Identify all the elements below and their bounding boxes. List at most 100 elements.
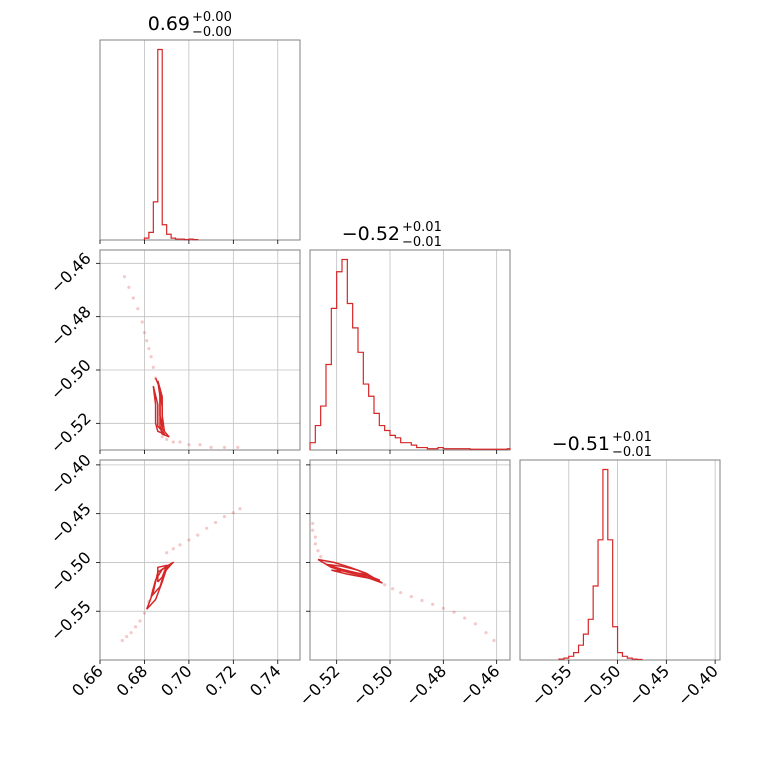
y-tick-label: −0.40 [47, 450, 95, 498]
y-tick-label: −0.45 [47, 499, 95, 547]
x-tick-label: 0.72 [202, 661, 241, 700]
x-tick-label: −0.45 [625, 661, 673, 709]
sample-point [171, 440, 175, 444]
sample-point [171, 547, 175, 551]
sample-point [431, 602, 435, 606]
y-tick-label: −0.48 [47, 302, 95, 350]
x-tick-label: 0.66 [68, 661, 107, 700]
sample-point [222, 514, 227, 519]
sample-point [311, 528, 315, 532]
param-title-plus: +0.01 [612, 430, 652, 445]
sample-point [133, 625, 138, 629]
contour-line [331, 569, 381, 581]
y-tick-label: −0.46 [47, 249, 95, 297]
sample-point [178, 440, 182, 444]
panel-frame [99, 249, 301, 451]
histogram-step [309, 258, 511, 450]
panel-frame [99, 459, 301, 661]
sample-point [120, 638, 124, 643]
sample-point [149, 355, 153, 359]
sample-point [187, 443, 191, 447]
y-tick-label: −0.50 [47, 355, 95, 403]
histogram-panel-1: −0.52 +0.01−0.01 [309, 220, 511, 454]
sample-point [391, 587, 395, 591]
sample-point [311, 521, 315, 526]
param-title-value: −0.52 [342, 223, 400, 245]
sample-point [129, 631, 133, 635]
x-tick-label: −0.48 [402, 661, 450, 709]
panel-frame [99, 39, 301, 241]
panel-frame [309, 459, 511, 661]
y-tick-label: −0.50 [47, 548, 95, 596]
x-tick-label: −0.55 [528, 661, 576, 709]
histogram-step [143, 48, 199, 241]
param-title-plus: +0.01 [402, 220, 442, 235]
x-tick-label: 0.74 [246, 661, 285, 700]
param-title-value: 0.69 [148, 13, 190, 35]
sample-point [147, 347, 151, 351]
param-title-minus: −0.01 [402, 235, 442, 250]
sample-point [231, 511, 235, 515]
param-title-plus: +0.00 [192, 10, 232, 25]
sample-point [319, 554, 323, 559]
sample-point [313, 542, 317, 546]
sample-point [316, 549, 320, 553]
panel-frame [519, 459, 721, 661]
sample-point [420, 598, 424, 603]
sample-point [131, 296, 135, 300]
sample-point [492, 638, 496, 643]
sample-point [236, 445, 240, 449]
histogram-step [558, 468, 643, 661]
sample-point [484, 631, 488, 635]
sample-point [140, 320, 144, 324]
panel-frame [309, 249, 511, 451]
x-tick-label: −0.52 [295, 661, 343, 709]
sample-point [213, 520, 218, 525]
sample-point [151, 365, 155, 369]
sample-point [205, 526, 209, 530]
sample-point [122, 275, 127, 279]
sample-point [222, 445, 227, 449]
contour-line [157, 564, 168, 583]
scatter-panel-1-2: −0.52 −0.50 −0.48 −0.46 [295, 459, 511, 709]
sample-point [142, 331, 147, 335]
sample-point [409, 594, 413, 599]
contour-line [150, 563, 172, 598]
sample-point [196, 533, 200, 537]
sample-point [127, 285, 131, 289]
sample-point [441, 606, 445, 610]
sample-point [198, 443, 202, 447]
sample-point [238, 507, 242, 511]
y-tick-label: −0.55 [47, 597, 95, 645]
scatter-panel-0-1: −0.52 −0.50 −0.48 −0.46 [47, 249, 301, 457]
sample-point [399, 591, 403, 595]
sample-point [187, 538, 191, 542]
x-tick-label: −0.50 [576, 661, 624, 709]
sample-point [142, 611, 147, 615]
x-tick-label: −0.50 [349, 661, 397, 709]
param-title-minus: −0.01 [612, 445, 652, 460]
param-title-minus: −0.00 [192, 25, 232, 40]
contour-line [317, 558, 383, 584]
x-tick-label: −0.40 [674, 661, 722, 709]
scatter-panel-0-2: 0.66 0.68 0.70 0.72 0.74 −0.55−0.50−0.45−0.40 [47, 450, 301, 700]
histogram-panel-2: −0.55 −0.50 −0.45 −0.40 −0.51 +0.01−0.01 [519, 430, 722, 709]
sample-point [178, 543, 182, 547]
sample-point [383, 583, 387, 587]
sample-point [209, 445, 213, 449]
histogram-panel-0: 0.69 +0.00−0.00 [99, 10, 301, 244]
sample-point [165, 551, 169, 555]
sample-point [145, 339, 149, 343]
y-tick-label: −0.52 [47, 409, 95, 457]
sample-point [463, 616, 467, 620]
sample-point [160, 435, 164, 439]
sample-point [313, 535, 317, 539]
sample-point [136, 307, 140, 311]
x-tick-label: 0.68 [113, 661, 152, 700]
sample-point [138, 619, 142, 623]
x-tick-label: 0.70 [157, 661, 196, 700]
x-tick-label: −0.46 [455, 661, 503, 709]
param-title-value: −0.51 [552, 433, 610, 455]
sample-point [473, 622, 477, 626]
